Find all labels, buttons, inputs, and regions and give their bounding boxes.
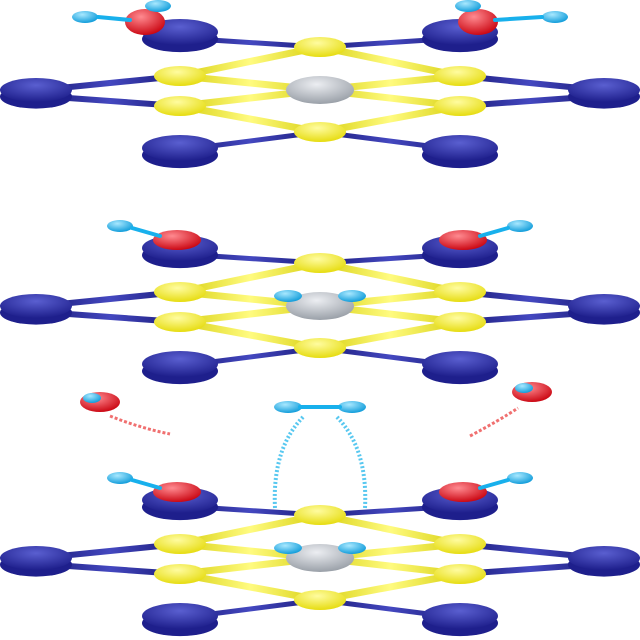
hydrogen-atom-hydroxyl-right — [507, 472, 533, 484]
hydrogen-atom-hydroxyl-left — [107, 472, 133, 484]
framework-atom-outer-right — [568, 294, 640, 318]
oxygen-atom-water-right — [458, 9, 498, 35]
sulfur-atom — [294, 338, 346, 358]
framework-atom-bottom-left — [142, 351, 218, 377]
blue-arrow-left — [272, 414, 306, 509]
sulfur-atom — [294, 122, 346, 142]
sulfur-atom — [434, 534, 486, 554]
hydrogen-atom-on-metal-left — [274, 542, 302, 554]
framework-atom-bottom-left — [142, 135, 218, 161]
oh-bond — [478, 478, 510, 490]
sulfur-atom — [434, 96, 486, 116]
sulfur-atom — [154, 564, 206, 584]
framework-atom-bottom-right — [422, 135, 498, 161]
oh-bond — [478, 226, 510, 238]
hydrogen-atom-on-metal-left — [274, 290, 302, 302]
metal-center-atom — [286, 76, 354, 104]
sulfur-atom — [154, 96, 206, 116]
sulfur-atom — [154, 282, 206, 302]
hydrogen-atom-hydroxyl-right — [507, 220, 533, 232]
framework-atom-bottom-left — [142, 603, 218, 629]
framework-atom-outer-right — [568, 546, 640, 570]
framework-atom-bottom-right — [422, 351, 498, 377]
sulfur-atom — [294, 37, 346, 57]
oh-bond — [493, 15, 544, 22]
blue-arrow-right — [334, 414, 368, 509]
panel-1 — [0, 0, 640, 169]
hydrogen-atom-on-metal-right — [338, 542, 366, 554]
hydrogen-atom-water-left — [145, 0, 171, 12]
sulfur-atom — [294, 590, 346, 610]
metal-center-atom — [286, 292, 354, 320]
sulfur-atom — [434, 66, 486, 86]
sulfur-bond — [176, 43, 324, 80]
desorbed-oh-left-hydrogen — [83, 393, 101, 403]
oh-bond — [96, 15, 132, 22]
panel-3 — [0, 382, 640, 637]
sulfur-bond — [316, 43, 464, 80]
oxygen-atom-hydroxyl-right — [439, 482, 487, 502]
sulfur-atom — [154, 66, 206, 86]
sulfur-atom — [154, 534, 206, 554]
oxygen-atom-hydroxyl-left — [153, 230, 201, 250]
sulfur-bond — [176, 259, 324, 296]
framework-atom-outer-right — [568, 78, 640, 102]
oxygen-atom-hydroxyl-right — [439, 230, 487, 250]
hydrogen-atom-water-right — [542, 11, 568, 23]
sulfur-atom — [154, 312, 206, 332]
oh-bond — [130, 226, 162, 238]
red-arrow-left — [109, 414, 171, 436]
panel-2 — [0, 220, 640, 385]
hydrogen-atom-water-left — [72, 11, 98, 23]
sulfur-atom — [434, 282, 486, 302]
framework-atom-outer-left — [0, 294, 72, 318]
sulfur-atom — [294, 505, 346, 525]
oxygen-atom-hydroxyl-left — [153, 482, 201, 502]
framework-atom-bottom-right — [422, 603, 498, 629]
sulfur-bond — [316, 259, 464, 296]
oxygen-atom-water-left — [125, 9, 165, 35]
framework-atom-outer-left — [0, 546, 72, 570]
desorbed-h2-atom — [338, 401, 366, 413]
sulfur-atom — [434, 312, 486, 332]
sulfur-atom — [294, 253, 346, 273]
red-arrow-right — [469, 406, 519, 438]
sulfur-atom — [434, 564, 486, 584]
framework-atom-outer-left — [0, 78, 72, 102]
desorbed-oh-right-hydrogen — [515, 383, 533, 393]
hydrogen-atom-on-metal-right — [338, 290, 366, 302]
hydrogen-atom-hydroxyl-left — [107, 220, 133, 232]
metal-center-atom — [286, 544, 354, 572]
sulfur-bond — [176, 511, 324, 548]
sulfur-bond — [316, 511, 464, 548]
hydrogen-atom-water-right — [455, 0, 481, 12]
oh-bond — [130, 478, 162, 490]
desorbed-h2-atom — [274, 401, 302, 413]
